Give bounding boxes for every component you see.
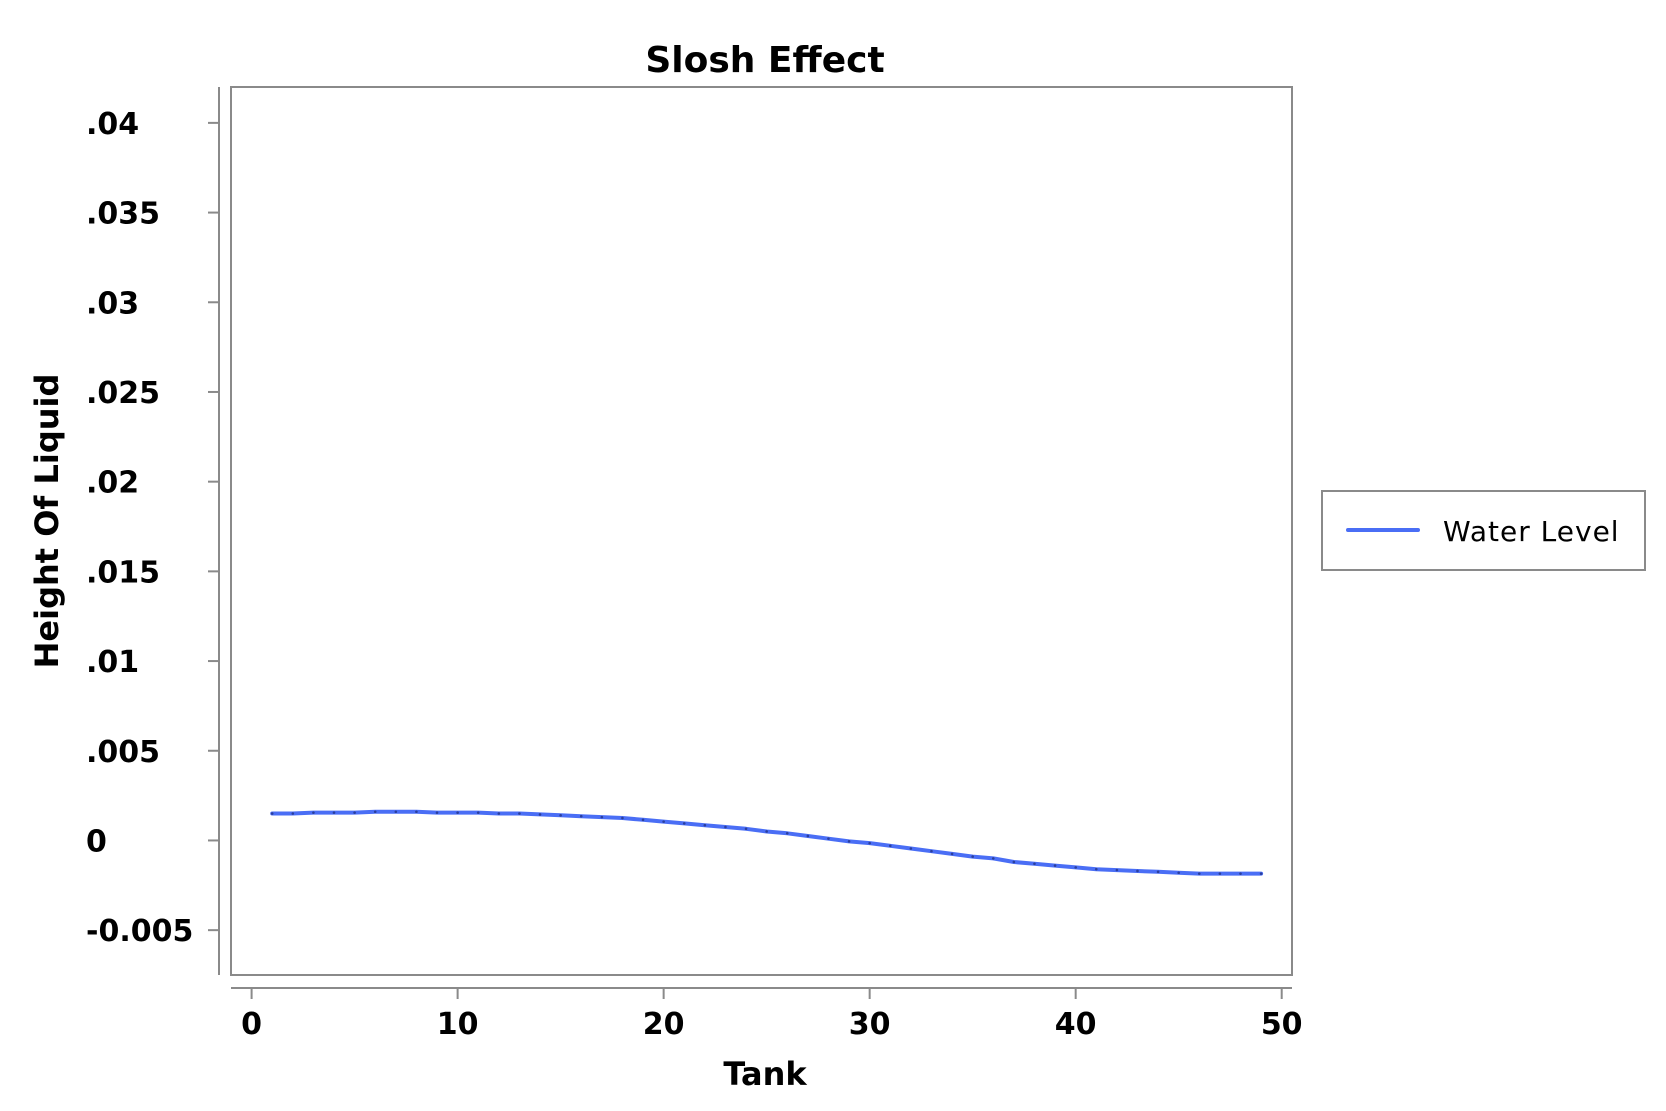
data-point: [724, 825, 727, 829]
data-point: [373, 810, 377, 814]
data-point: [1197, 872, 1201, 875]
y-tick-label: .04: [86, 107, 139, 142]
data-point: [559, 814, 562, 817]
x-axis-ticks: 0 10 20 30 40 50: [241, 988, 1303, 1042]
y-tick-label: -0.005: [86, 914, 193, 949]
data-point: [1218, 872, 1222, 875]
x-tick-label: 20: [643, 1007, 685, 1042]
y-axis-label: Height Of Liquid: [28, 374, 66, 669]
data-point: [1259, 872, 1263, 875]
y-tick-label: .01: [86, 645, 139, 680]
data-point: [868, 841, 871, 845]
data-point: [991, 857, 995, 860]
data-point: [291, 812, 295, 815]
x-tick-label: 10: [437, 1007, 479, 1042]
data-point: [930, 849, 933, 853]
x-tick-label: 0: [241, 1007, 262, 1042]
x-tick-label: 50: [1261, 1007, 1303, 1042]
data-point: [1012, 860, 1016, 864]
data-point: [456, 811, 459, 814]
data-point: [682, 822, 686, 825]
data-point: [1033, 862, 1036, 866]
data-point: [744, 827, 748, 831]
y-tick-label: .02: [86, 466, 139, 501]
data-point: [312, 811, 315, 814]
y-tick-label: .025: [86, 376, 160, 411]
data-point: [538, 813, 542, 816]
data-point: [950, 852, 954, 856]
data-point: [888, 844, 892, 848]
y-tick-label: .005: [86, 735, 160, 770]
plot-area-frame: [230, 86, 1293, 976]
data-point: [827, 837, 830, 840]
data-point: [1074, 866, 1077, 869]
data-point: [353, 811, 356, 814]
data-point: [662, 820, 665, 823]
data-point: [435, 811, 439, 814]
data-point: [1094, 867, 1098, 871]
data-point: [703, 823, 707, 827]
data-point: [847, 840, 851, 843]
data-point: [971, 855, 974, 858]
data-point: [1156, 870, 1160, 874]
data-point: [476, 811, 480, 814]
y-tick-label: .015: [86, 555, 160, 590]
data-point: [1115, 868, 1119, 872]
data-point: [415, 810, 418, 814]
data-point: [394, 810, 398, 814]
data-point: [1053, 864, 1057, 867]
data-point: [785, 831, 789, 835]
data-point: [518, 812, 521, 815]
data-point: [1136, 869, 1139, 873]
data-point: [579, 814, 583, 818]
data-point: [621, 816, 624, 820]
data-point: [332, 811, 336, 814]
data-point: [806, 834, 810, 838]
data-point: [641, 818, 645, 822]
data-point: [600, 815, 604, 819]
data-point: [270, 812, 274, 815]
chart-title: Slosh Effect: [645, 40, 884, 81]
y-tick-label: .035: [86, 197, 160, 232]
data-point: [1239, 872, 1242, 875]
legend: Water Level: [1321, 490, 1646, 571]
data-point: [497, 812, 501, 815]
series-group: [270, 809, 1264, 876]
y-tick-label: .03: [86, 286, 139, 321]
data-point: [1177, 871, 1180, 875]
x-tick-label: 40: [1055, 1007, 1097, 1042]
data-point: [765, 830, 768, 833]
y-tick-label: 0: [86, 824, 107, 859]
legend-label-water-level: Water Level: [1443, 515, 1620, 548]
x-tick-label: 30: [849, 1007, 891, 1042]
data-point: [909, 847, 913, 850]
y-axis-ticks: -0.005 0 .005 .01 .015 .02 .025 .03 .035 .04: [86, 107, 219, 949]
x-axis-label: Tank: [723, 1055, 807, 1093]
